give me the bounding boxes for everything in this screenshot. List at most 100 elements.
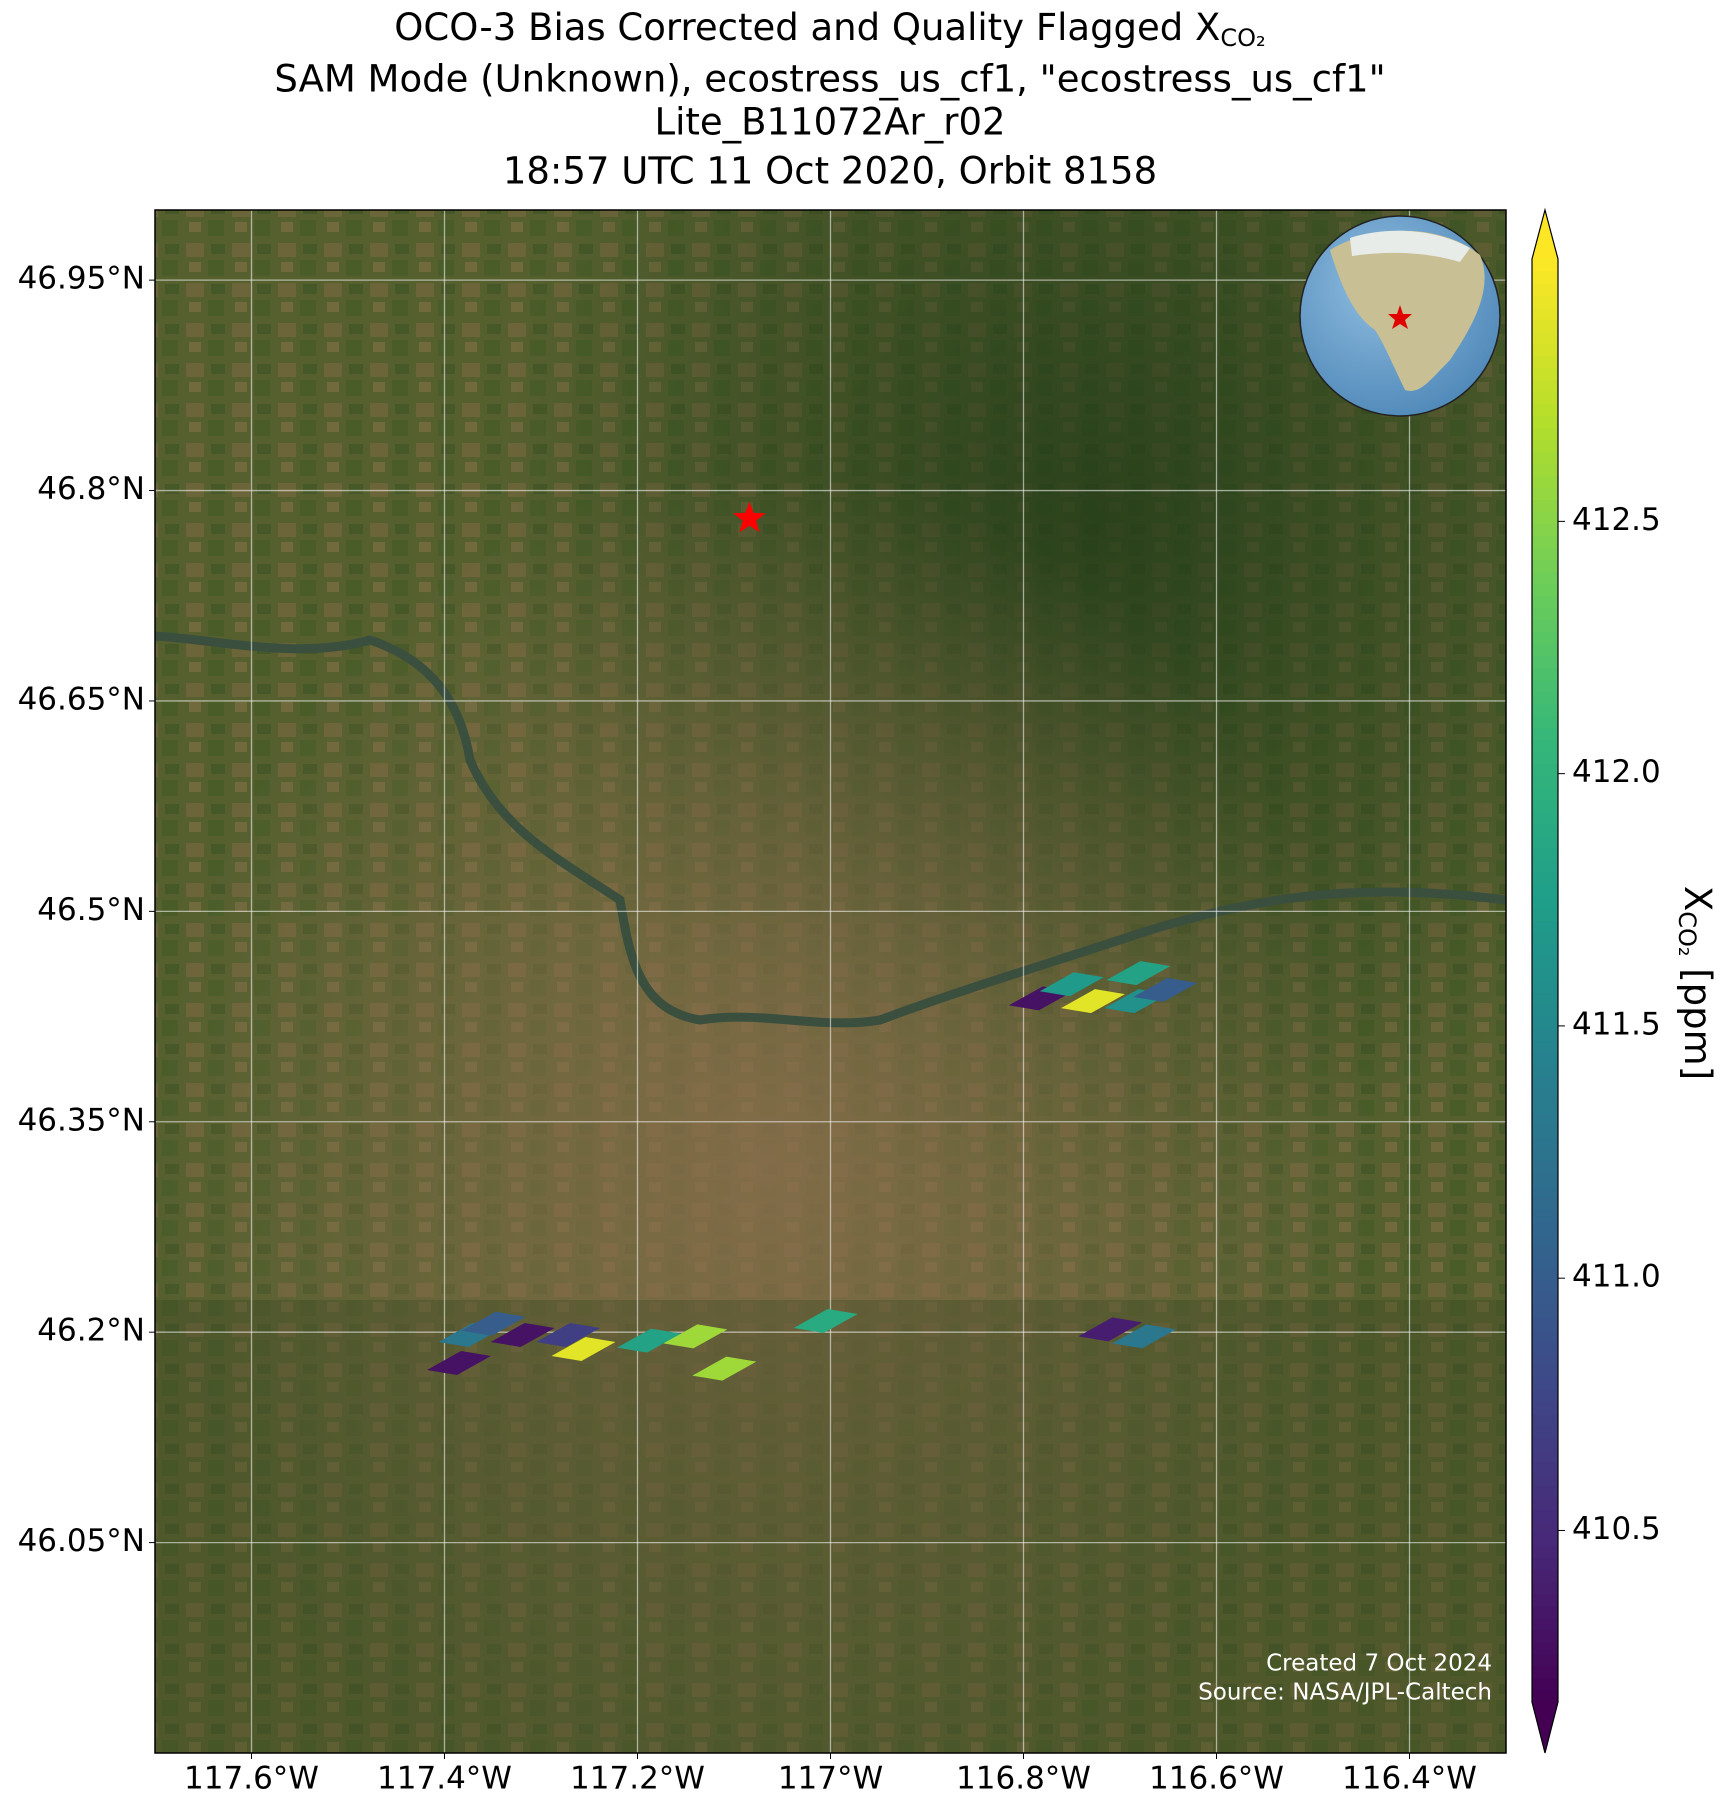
colorbar-outline	[1531, 207, 1559, 1754]
x-tick-label: 116.8°W	[956, 1761, 1091, 1797]
colorbar-segment	[1532, 595, 1558, 609]
colorbar-segment	[1532, 1340, 1558, 1354]
colorbar-segment	[1532, 342, 1558, 356]
colorbar-segment	[1532, 438, 1558, 452]
sounding	[461, 1311, 526, 1336]
colorbar-segment	[1532, 943, 1558, 957]
subtitle: SAM Mode (Unknown), ecostress_us_cf1, "e…	[274, 58, 1385, 101]
colorbar-segment	[1532, 282, 1558, 296]
colorbar-segment	[1532, 907, 1558, 921]
colorbar-segment	[1532, 1172, 1558, 1186]
colorbar-segment	[1532, 751, 1558, 765]
colorbar-segment	[1532, 1653, 1558, 1667]
colorbar-segment	[1532, 378, 1558, 392]
colorbar-segment	[1532, 727, 1558, 741]
inset-globe	[1299, 215, 1501, 417]
y-tick-label: 46.05°N	[18, 1523, 145, 1559]
colorbar-extend	[1532, 210, 1558, 259]
colorbar-segment	[1532, 1509, 1558, 1523]
sounding	[1112, 1324, 1177, 1349]
colorbar-tick-label: 411.0	[1572, 1259, 1661, 1295]
colorbar-segment	[1532, 1412, 1558, 1426]
colorbar-segment	[1532, 1004, 1558, 1018]
colorbar-segment	[1532, 1581, 1558, 1595]
sounding	[426, 1351, 491, 1376]
colorbar-segment	[1532, 619, 1558, 633]
sounding	[617, 1328, 682, 1353]
sounding	[1106, 961, 1171, 986]
colorbar-segment	[1532, 835, 1558, 849]
sounding	[692, 1356, 757, 1381]
colorbar-segment	[1532, 919, 1558, 933]
colorbar-segment	[1532, 1016, 1558, 1030]
sounding	[1078, 1317, 1143, 1342]
colorbar-tick-label: 411.5	[1572, 1006, 1661, 1042]
colorbar-segment	[1532, 366, 1558, 380]
colorbar-segment	[1532, 402, 1558, 416]
colorbar-segment	[1532, 667, 1558, 681]
colorbar-segment	[1532, 679, 1558, 693]
x-tick-label: 117°W	[778, 1761, 883, 1797]
colorbar-segment	[1532, 1196, 1558, 1210]
colorbar-segment	[1532, 318, 1558, 332]
sounding	[793, 1308, 858, 1333]
colorbar-segment	[1532, 1436, 1558, 1450]
y-tick-label: 46.65°N	[18, 681, 145, 717]
colorbar-segment	[1532, 499, 1558, 513]
colorbar-segment	[1532, 1028, 1558, 1042]
colorbar-segment	[1532, 787, 1558, 801]
colorbar-segment	[1532, 1400, 1558, 1414]
colorbar-segment	[1532, 895, 1558, 909]
colorbar-segment	[1532, 703, 1558, 717]
colorbar-segment	[1532, 1076, 1558, 1090]
colorbar-segment	[1532, 955, 1558, 969]
colorbar-segment	[1532, 1641, 1558, 1655]
colorbar-segment	[1532, 631, 1558, 645]
x-tick-label: 117.4°W	[377, 1761, 512, 1797]
colorbar-segment	[1532, 775, 1558, 789]
colorbar-segment	[1532, 1557, 1558, 1571]
sounding	[551, 1337, 616, 1362]
x-tick-label: 117.2°W	[570, 1761, 705, 1797]
colorbar-segment	[1532, 655, 1558, 669]
colorbar-segment	[1532, 1040, 1558, 1054]
colorbar-tick-label: 412.0	[1572, 754, 1661, 790]
colorbar-segment	[1532, 799, 1558, 813]
colorbar-segment	[1532, 474, 1558, 488]
colorbar-segment	[1532, 1569, 1558, 1583]
colorbar-segment	[1532, 1497, 1558, 1511]
colorbar-segment	[1532, 1064, 1558, 1078]
colorbar-segment	[1532, 450, 1558, 464]
colorbar-segment	[1532, 258, 1558, 272]
colorbar-segment	[1532, 535, 1558, 549]
colorbar-segment	[1532, 523, 1558, 537]
colorbar-segment	[1532, 715, 1558, 729]
colorbar-extend	[1532, 1702, 1558, 1753]
colorbar-segment	[1532, 426, 1558, 440]
colorbar-segment	[1532, 931, 1558, 945]
colorbar-segment	[1532, 1160, 1558, 1174]
colorbar-segment	[1532, 1461, 1558, 1475]
colorbar-segment	[1532, 486, 1558, 500]
y-tick-label: 46.5°N	[37, 892, 145, 928]
colorbar-segment	[1532, 414, 1558, 428]
colorbar-segment	[1532, 967, 1558, 981]
colorbar-segment	[1532, 1448, 1558, 1462]
colorbar-segment	[1532, 547, 1558, 561]
colorbar-segment	[1532, 1617, 1558, 1631]
colorbar-segment	[1532, 1388, 1558, 1402]
colorbar-segment	[1532, 1112, 1558, 1126]
colorbar-segment	[1532, 1424, 1558, 1438]
title-text: OCO-3 Bias Corrected and Quality Flagged…	[394, 6, 1220, 49]
colorbar-label-text: X	[1677, 886, 1720, 911]
colorbar-segment	[1532, 559, 1558, 573]
y-tick-label: 46.95°N	[18, 261, 145, 297]
colorbar-segment	[1532, 847, 1558, 861]
colorbar-segment	[1532, 294, 1558, 308]
colorbar-segment	[1532, 607, 1558, 621]
colorbar-segment	[1532, 811, 1558, 825]
colorbar-segment	[1532, 1208, 1558, 1222]
colorbar-segment	[1532, 1136, 1558, 1150]
colorbar-segment	[1532, 992, 1558, 1006]
